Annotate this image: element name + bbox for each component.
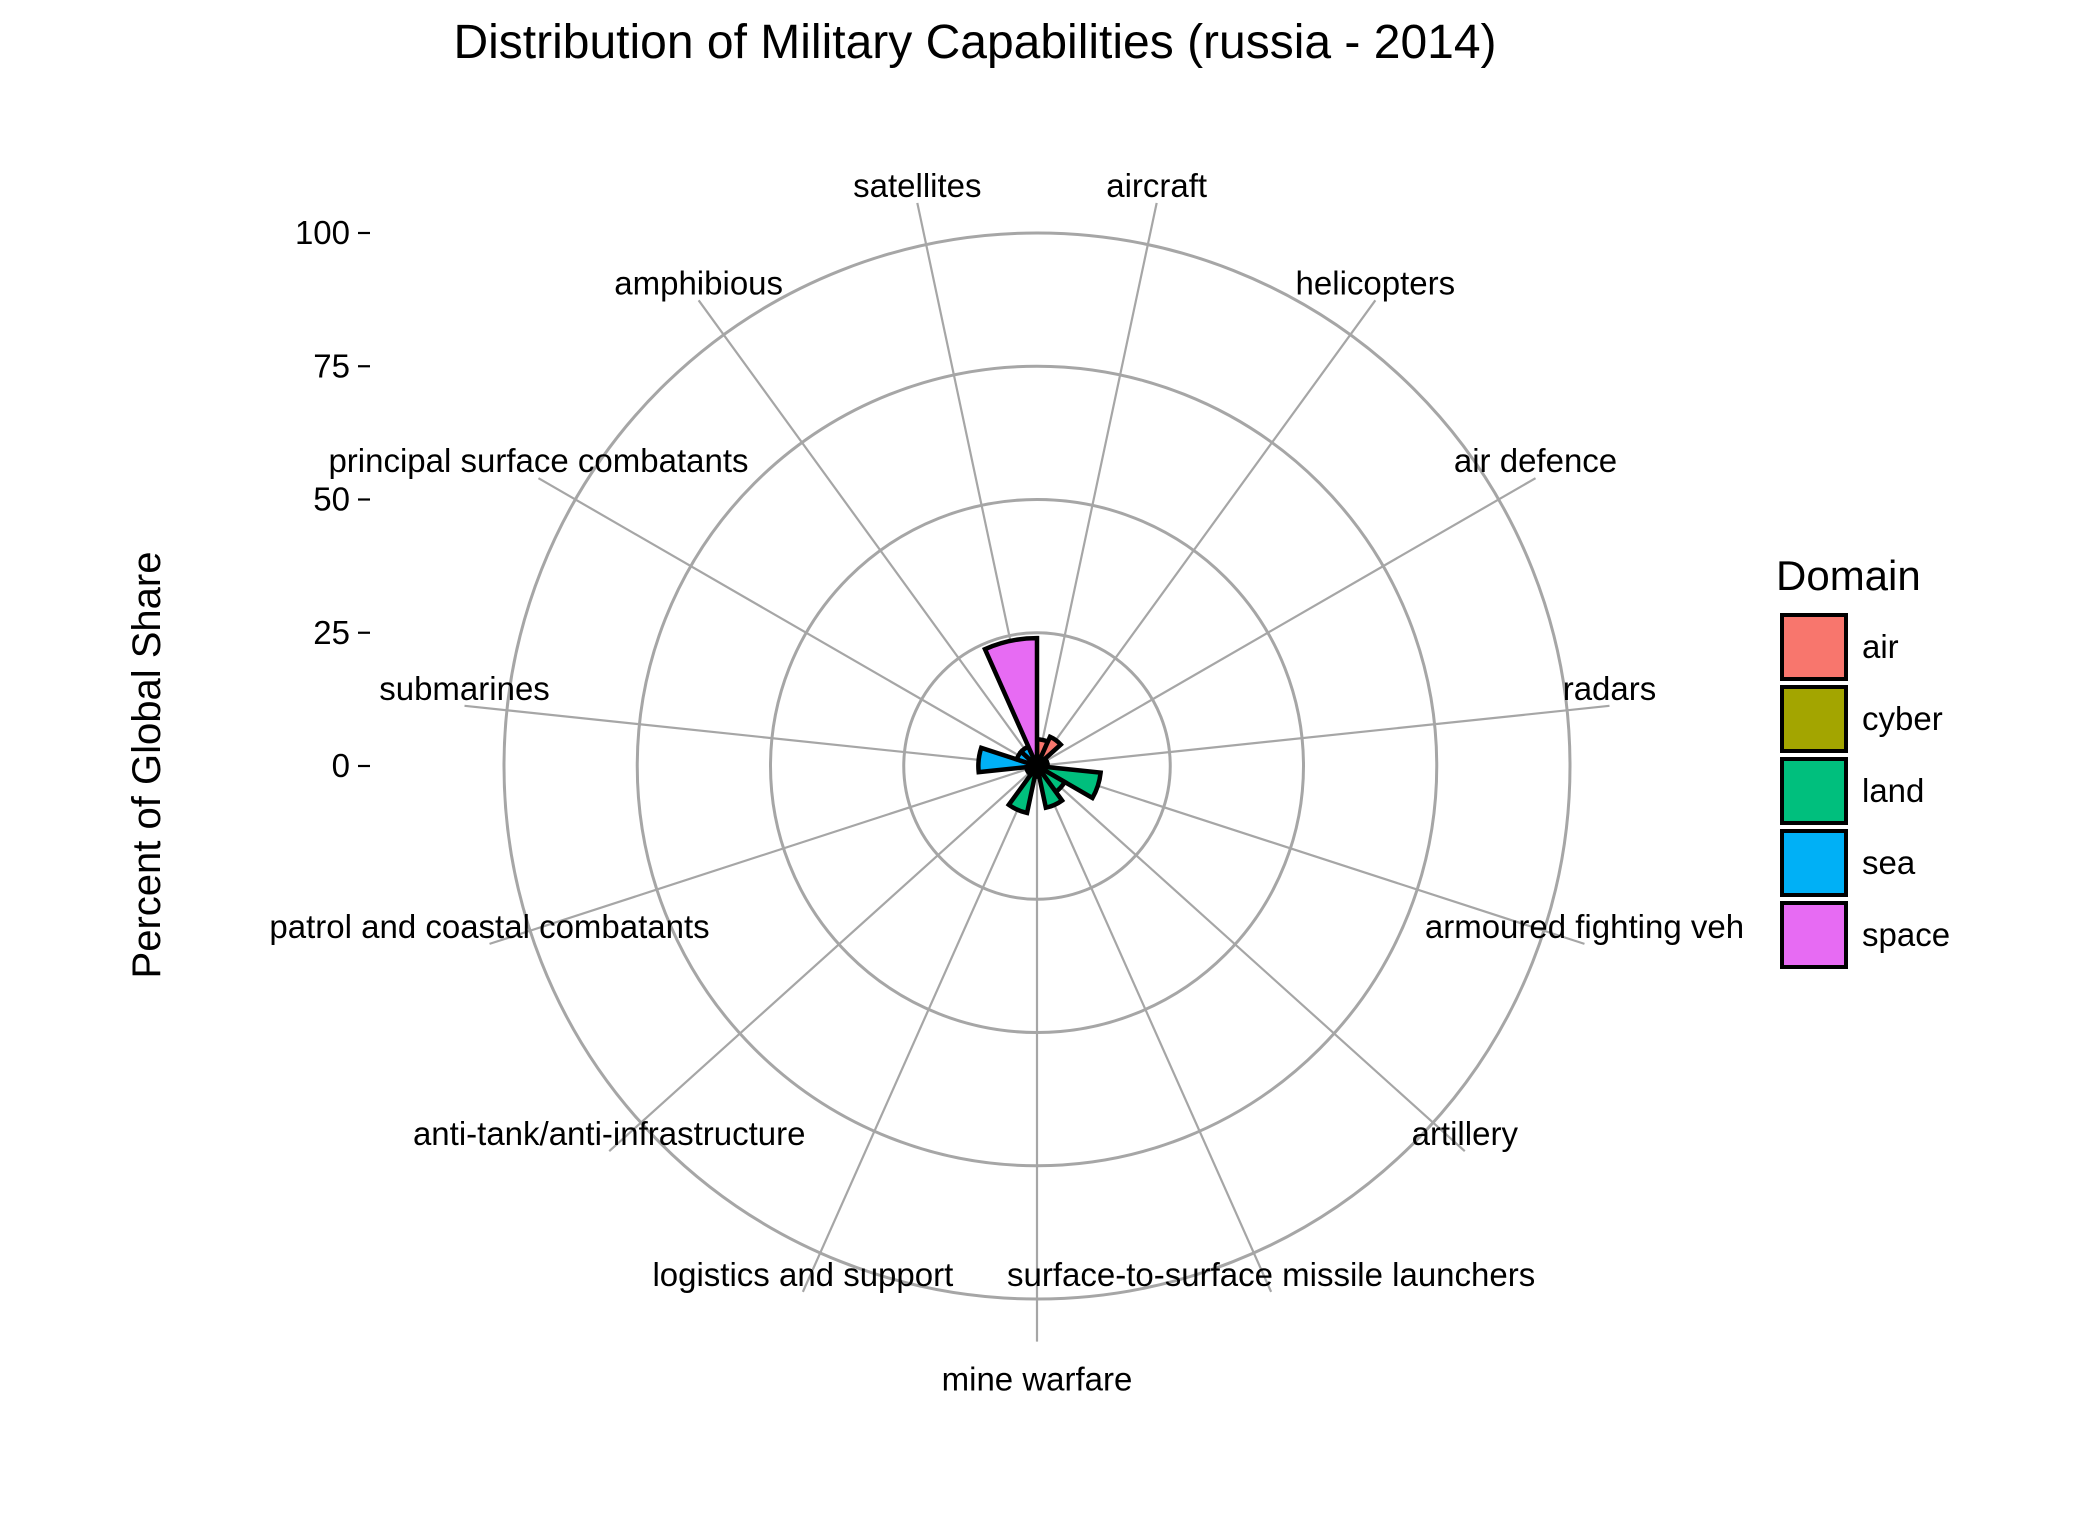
legend-label: cyber	[1862, 700, 1943, 737]
category-label: surface-to-surface missile launchers	[1007, 1256, 1535, 1293]
spoke-line	[1036, 299, 1377, 767]
category-label: artillery	[1412, 1115, 1519, 1152]
y-tick-label: 100	[295, 214, 350, 251]
y-axis-label: Percent of Global Share	[125, 552, 169, 979]
spoke-line	[608, 765, 1038, 1152]
legend-label: land	[1862, 772, 1924, 809]
spoke-line	[464, 704, 1038, 768]
spoke-line	[1035, 765, 1273, 1293]
category-label: amphibious	[614, 264, 783, 301]
spoke-line	[1036, 765, 1466, 1152]
legend-label: air	[1862, 628, 1899, 665]
category-label: submarines	[379, 670, 550, 707]
spoke-line	[801, 765, 1039, 1293]
spoke-line	[697, 299, 1038, 767]
legend-key-cyber	[1780, 685, 1848, 753]
spoke-line	[1036, 764, 1585, 945]
spoke-line	[1036, 704, 1610, 768]
legend-key-sea	[1780, 829, 1848, 897]
spoke-line	[1036, 477, 1537, 767]
y-tick-label: 75	[313, 347, 350, 384]
legend: Domain air cyber land sea space	[1776, 552, 1950, 969]
bar-sea	[976, 745, 1038, 775]
spoke-line	[1035, 202, 1158, 767]
legend-key-space	[1780, 901, 1848, 969]
y-tick-label: 0	[332, 747, 350, 784]
bar-space	[981, 635, 1040, 767]
legend-label: sea	[1862, 844, 1916, 881]
legend-key-land	[1780, 757, 1848, 825]
category-labels: aircraft helicopters air defence radars armo…	[269, 167, 1744, 1398]
bar-land	[1005, 764, 1040, 816]
category-label: satellites	[853, 167, 981, 204]
y-axis-ticks: 0 25 50 75 100	[295, 214, 370, 784]
category-label: mine warfare	[942, 1361, 1133, 1398]
category-label: radars	[1563, 670, 1657, 707]
category-label: air defence	[1454, 442, 1617, 479]
category-label: helicopters	[1296, 264, 1456, 301]
y-tick-label: 25	[313, 614, 350, 651]
y-tick-label: 50	[313, 481, 350, 518]
spoke-line	[537, 477, 1038, 767]
legend-title: Domain	[1776, 552, 1921, 599]
category-label: anti-tank/anti-infrastructure	[413, 1115, 806, 1152]
category-label: patrol and coastal combatants	[269, 908, 709, 945]
category-label: armoured fighting veh	[1425, 908, 1744, 945]
legend-label: space	[1862, 916, 1950, 953]
category-label: logistics and support	[652, 1256, 953, 1293]
category-label: principal surface combatants	[328, 442, 748, 479]
bars	[976, 635, 1104, 816]
polar-grid	[464, 202, 1610, 1342]
chart-title: Distribution of Military Capabilities (r…	[453, 16, 1496, 69]
bar-land	[1034, 764, 1066, 811]
legend-key-air	[1780, 613, 1848, 681]
spoke-line	[489, 764, 1038, 945]
category-label: aircraft	[1106, 167, 1207, 204]
